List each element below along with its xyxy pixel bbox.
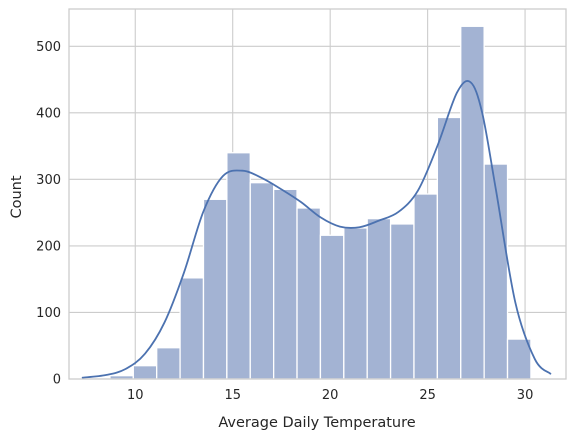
histogram-bar [506,338,532,380]
histogram-bar [226,152,251,380]
x-tick-label: 20 [322,388,339,403]
histogram-bars [85,25,532,380]
y-tick-label: 200 [36,239,61,254]
histogram-bar [296,207,322,380]
x-axis-title: Average Daily Temperature [218,415,415,431]
histogram-bar [319,234,345,380]
histogram-bar [413,193,439,380]
histogram-bar [202,198,228,380]
x-tick-label: 30 [517,388,534,403]
histogram-bar [156,347,181,380]
histogram-bar [132,365,158,380]
y-tick-label: 300 [36,173,61,188]
x-tick-label: 25 [419,388,436,403]
x-tick-labels: 10 15 20 25 30 [127,388,533,403]
axes-border [68,8,567,380]
histogram-bar [272,188,298,380]
histogram-bar [389,223,415,380]
histogram-bar [483,163,509,380]
histogram-bar [343,227,368,380]
y-tick-label: 500 [36,40,61,55]
x-tick-label: 10 [127,388,144,403]
axes-frame [68,8,567,380]
y-tick-label: 0 [53,373,61,388]
histogram-bar [179,277,205,380]
x-tick-label: 15 [224,388,241,403]
histogram-bar [249,182,275,380]
kde-curve [81,80,552,379]
histogram-bar [460,25,485,380]
y-tick-label: 400 [36,106,61,121]
y-axis-title: Count [9,175,25,218]
kde-curve-layer [81,80,552,379]
y-tick-label: 100 [36,306,61,321]
histogram-bar [366,217,392,380]
y-tick-labels: 0 100 200 300 400 500 [36,40,61,388]
histogram-bar [436,116,462,380]
